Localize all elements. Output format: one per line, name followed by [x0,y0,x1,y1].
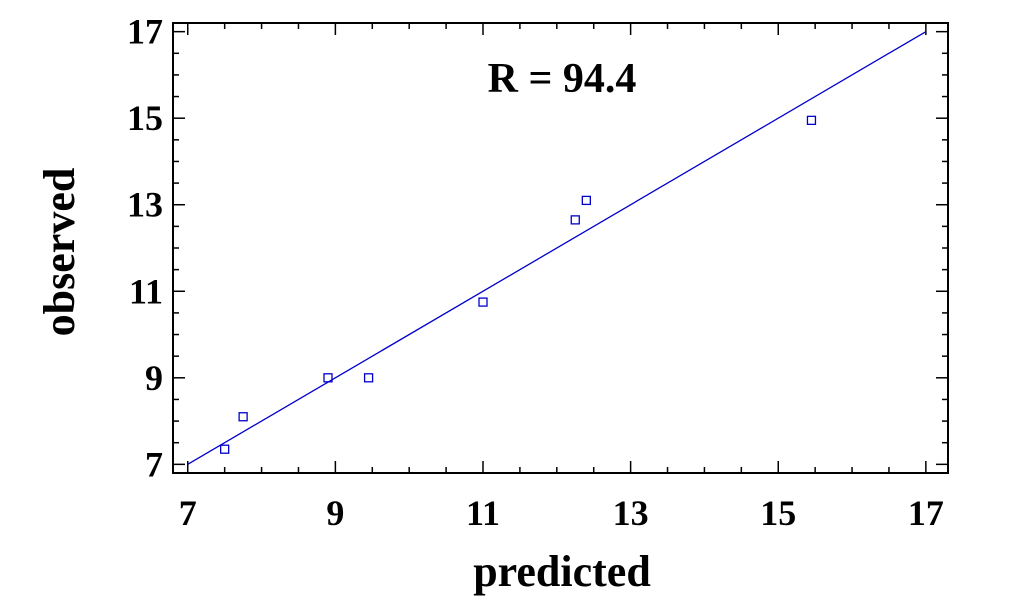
y-tick-label: 7 [145,444,163,484]
data-point [220,444,230,454]
x-tick-label: 17 [908,493,944,533]
data-point [478,297,488,307]
data-point [238,412,248,422]
y-tick-label: 13 [127,185,163,225]
data-point [363,373,374,383]
y-tick-label: 11 [129,271,163,311]
data-point [581,195,591,206]
data-points [220,115,817,454]
data-point [570,215,580,225]
axis-ticks [173,23,948,473]
data-point [806,115,817,126]
data-point [323,373,333,383]
y-tick-label: 15 [127,98,163,138]
y-tick-label: 17 [127,12,163,52]
x-tick-label: 11 [466,493,500,533]
tick-labels: 7 9 11 13 15 17 7 9 11 13 15 17 [127,12,944,533]
correlation-annotation: R = 94.4 [488,56,637,102]
x-tick-label: 15 [760,493,796,533]
x-tick-label: 9 [326,493,344,533]
x-axis-label: predicted [473,547,651,596]
fit-line [187,31,927,465]
y-axis-label: observed [35,168,84,337]
y-tick-label: 9 [145,358,163,398]
x-tick-label: 13 [613,493,649,533]
x-tick-label: 7 [179,493,197,533]
